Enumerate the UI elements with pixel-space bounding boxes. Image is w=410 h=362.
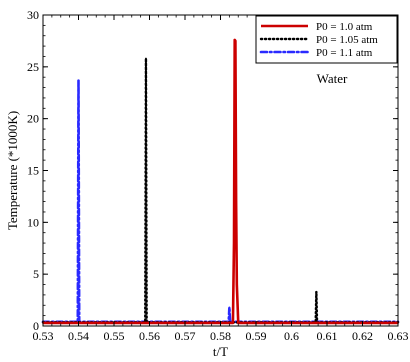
series-line-3	[41, 79, 400, 324]
y-axis-label: Temperature (*1000K)	[5, 111, 20, 230]
series-point-1	[232, 321, 234, 324]
x-tick-label: 0.6	[284, 329, 299, 343]
y-tick-label: 15	[27, 164, 39, 178]
y-tick-label: 0	[33, 319, 39, 333]
series-point-2	[315, 290, 318, 293]
series-point-1	[235, 200, 238, 203]
legend-label: P0 = 1.1 atm	[316, 47, 373, 59]
x-tick-label: 0.56	[139, 329, 160, 343]
y-tick-label: 5	[33, 267, 39, 281]
x-tick-label: 0.63	[388, 329, 409, 343]
x-tick-label: 0.53	[33, 329, 54, 343]
x-tick-label: 0.54	[68, 329, 89, 343]
series-point-2	[145, 57, 147, 60]
y-tick-label: 20	[27, 112, 39, 126]
series-point-1	[235, 283, 238, 286]
y-tick-label: 10	[27, 215, 39, 229]
series-point-1	[237, 321, 240, 324]
x-tick-label: 0.58	[210, 329, 231, 343]
x-tick-label: 0.62	[352, 329, 373, 343]
legend-label: P0 = 1.0 atm	[316, 21, 373, 33]
x-tick-label: 0.55	[104, 329, 125, 343]
water-annotation: Water	[317, 71, 348, 86]
legend-label: P0 = 1.05 atm	[316, 34, 378, 46]
x-tick-label: 0.61	[317, 329, 338, 343]
x-tick-label: 0.57	[175, 329, 196, 343]
series-layer	[41, 38, 400, 325]
y-tick-label: 30	[27, 8, 39, 22]
x-tick-label: 0.59	[246, 329, 267, 343]
series-point-3	[228, 306, 231, 309]
legend-box	[255, 15, 398, 64]
ticks-layer: 0.53 0.54 0.55 0.56 0.57 0.58 0.59 0.6 0.61 0.62 0…	[27, 8, 409, 343]
y-tick-label: 25	[27, 60, 39, 74]
series-point-1	[233, 242, 235, 244]
series-point-3	[77, 79, 80, 82]
series-point-1	[234, 40, 237, 42]
x-axis-label: t/T	[213, 344, 228, 359]
